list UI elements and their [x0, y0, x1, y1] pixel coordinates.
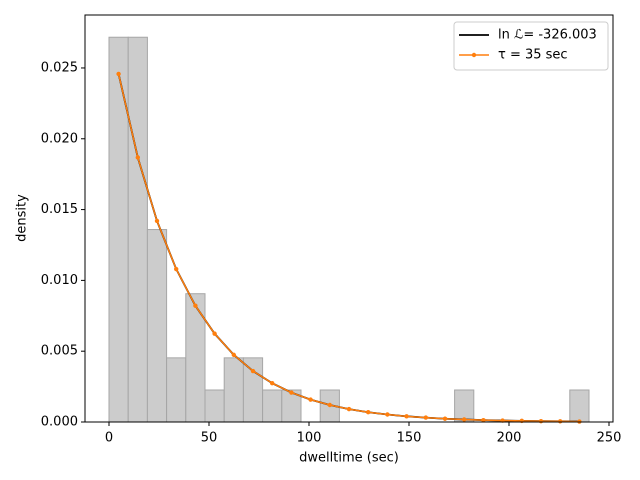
x-tick-label: 250 — [597, 431, 622, 446]
y-tick-label: 0.000 — [41, 415, 78, 430]
y-tick-label: 0.005 — [41, 344, 78, 359]
series-marker — [481, 417, 486, 423]
series-marker — [212, 331, 217, 336]
x-tick-label: 100 — [297, 431, 322, 446]
legend-marker — [471, 52, 477, 58]
series-marker — [423, 415, 428, 420]
legend-box — [453, 21, 609, 71]
bar — [127, 36, 148, 423]
x-tick-label: 200 — [497, 431, 522, 446]
series-marker — [442, 416, 448, 421]
bar — [569, 389, 590, 423]
y-tick-label: 0.010 — [41, 273, 78, 288]
y-tick-label: 0.025 — [41, 60, 78, 75]
y-axis-label: density — [15, 194, 30, 242]
bar — [262, 389, 283, 423]
series-marker — [538, 418, 544, 424]
series-marker — [193, 303, 198, 308]
bar — [185, 293, 206, 423]
bar — [108, 36, 129, 423]
bar — [204, 389, 225, 423]
series-marker — [308, 397, 313, 402]
series-marker — [558, 419, 563, 424]
x-tick-label: 50 — [201, 431, 218, 446]
series-marker — [116, 71, 121, 77]
x-axis-label: dwelltime (sec) — [299, 451, 399, 466]
series-marker — [346, 406, 352, 412]
bar — [242, 357, 264, 423]
bar — [166, 357, 187, 423]
series-marker — [366, 410, 371, 415]
series-marker — [250, 368, 256, 374]
series-marker — [154, 218, 160, 224]
series-marker — [462, 417, 467, 422]
series-marker — [385, 412, 390, 417]
series-marker — [174, 266, 179, 272]
series-marker — [327, 402, 332, 408]
y-tick-label: 0.020 — [41, 131, 78, 146]
legend-label: τ = 35 sec — [498, 48, 568, 63]
bar — [454, 389, 475, 423]
series-marker — [289, 390, 294, 395]
series-marker — [135, 155, 140, 160]
bar — [146, 229, 168, 423]
series-marker — [231, 352, 236, 358]
series-marker — [404, 414, 409, 419]
x-tick-label: 0 — [105, 431, 113, 446]
legend-label: ln ℒ= -326.003 — [498, 28, 597, 43]
series-marker — [270, 380, 275, 386]
plot-frame — [84, 14, 614, 423]
bar — [223, 357, 244, 423]
y-tick-label: 0.015 — [41, 202, 78, 217]
x-tick-label: 150 — [397, 431, 422, 446]
